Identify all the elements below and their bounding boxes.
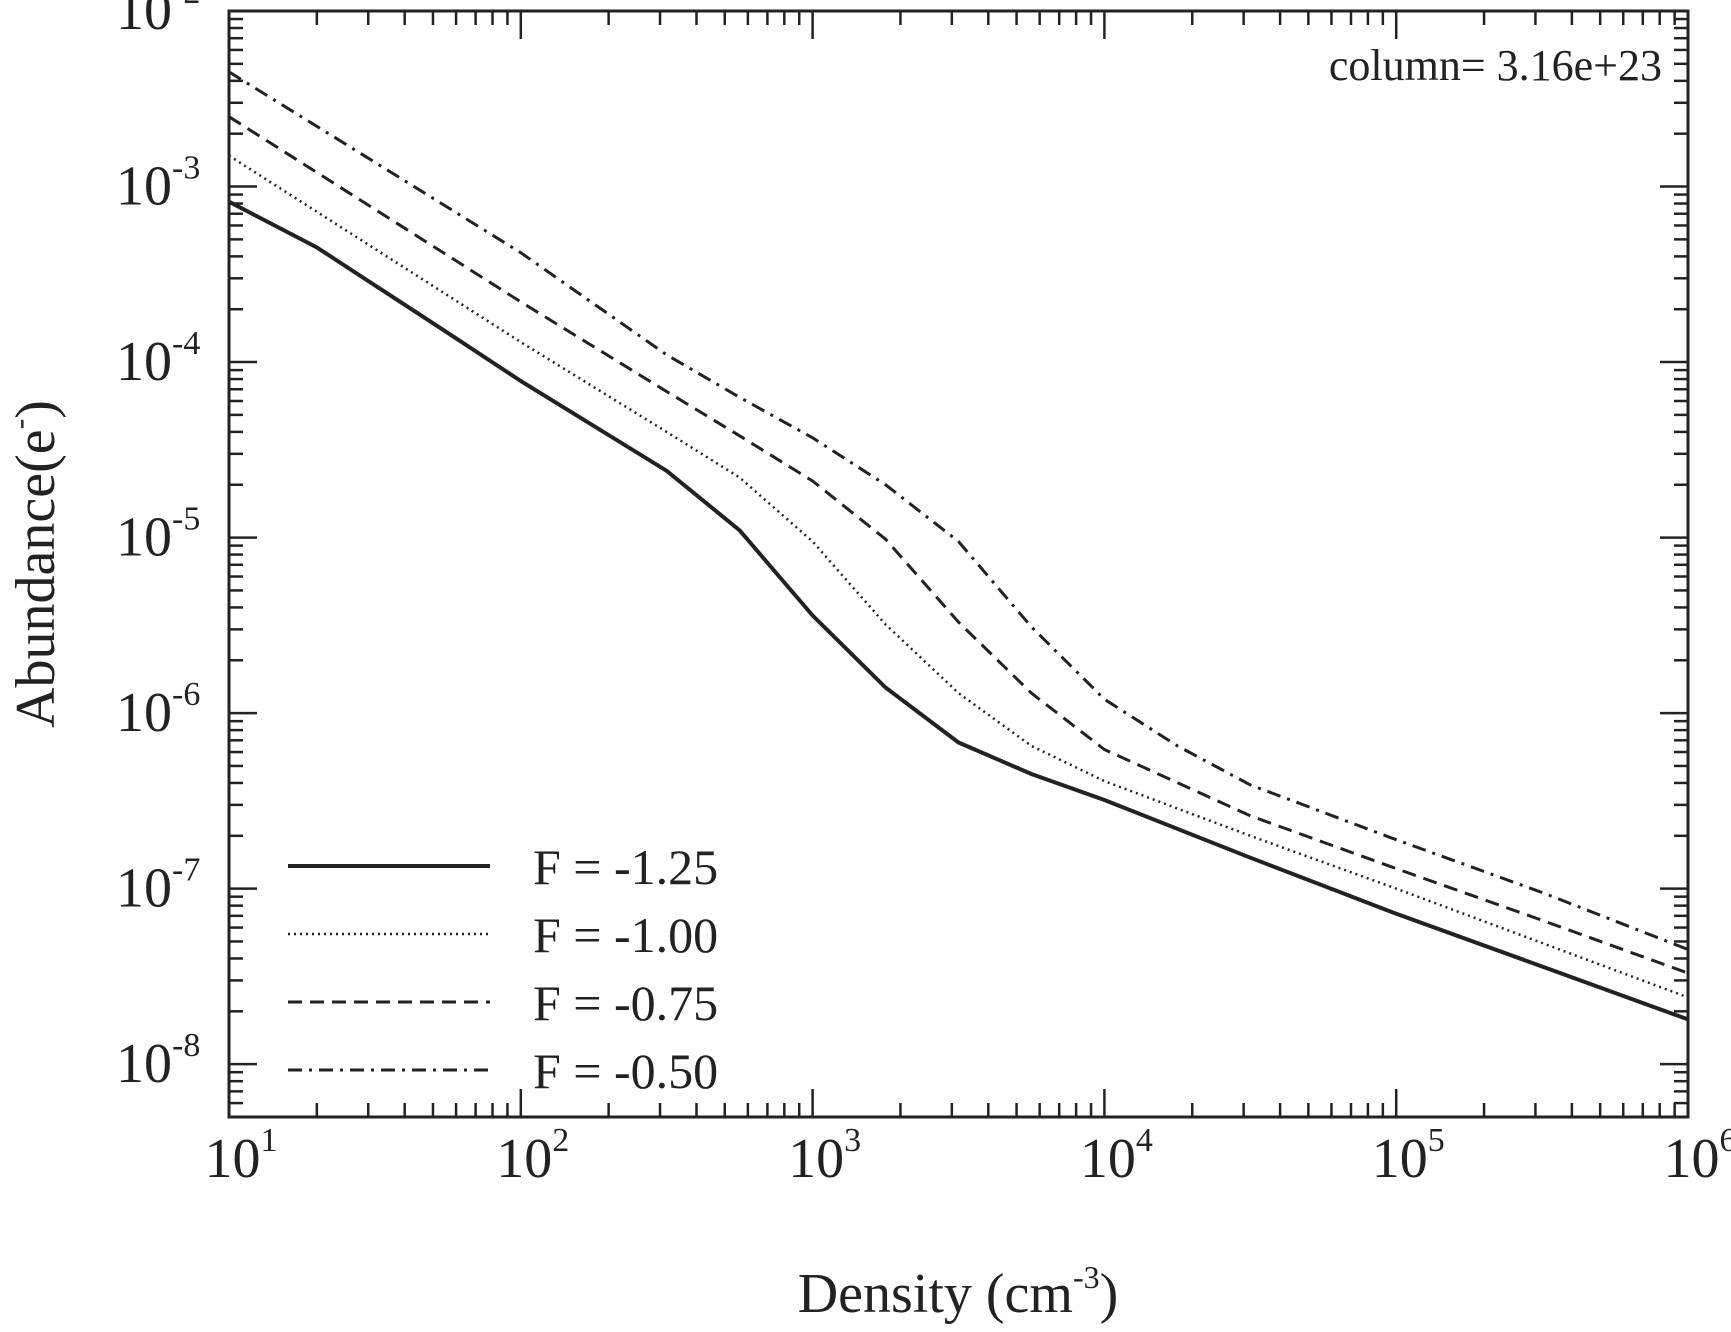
x-axis-label-base: Density (cm [798,1263,1073,1325]
y-tick-label: 10-6 [116,676,200,744]
series-line-4 [229,72,1688,950]
x-tick-label: 101 [205,1122,278,1190]
y-axis-label: Abundance(e-) [1,400,67,728]
x-axis-label: Density (cm-3) [798,1259,1119,1325]
y-tick-label: 10-3 [116,150,200,218]
y-axis-label-tail: ) [5,400,67,419]
x-axis-label-tail: ) [1100,1263,1119,1325]
legend-label-4: F = -0.50 [533,1043,718,1099]
plot-frame [229,11,1688,1117]
x-axis-label-sup: -3 [1073,1259,1100,1295]
legend-label-1: F = -1.25 [533,839,718,895]
x-tick-label: 103 [788,1122,861,1190]
x-tick-label: 104 [1080,1122,1153,1190]
x-tick-label: 102 [496,1122,569,1190]
series-line-3 [229,117,1688,973]
legend: F = -1.25 F = -1.00 F = -0.75 F = -0.50 [288,839,718,1099]
y-tick-label: 10-2 [116,0,200,42]
series-line-2 [229,156,1688,998]
legend-label-2: F = -1.00 [533,907,718,963]
y-axis-label-sup: - [1,419,37,430]
legend-label-3: F = -0.75 [533,975,718,1031]
series-line-1 [229,202,1688,1020]
y-tick-label: 10-4 [116,325,200,393]
tick-labels: 101 102 103 104 105 106 10-8 10-7 10-6 10-5 10-4 10… [116,0,1731,1190]
y-axis-label-base: Abundance(e [5,429,67,728]
column-annotation: column= 3.16e+23 [1329,41,1662,90]
y-tick-label: 10-5 [116,501,200,569]
x-tick-label: 106 [1664,1122,1731,1190]
y-tick-label: 10-7 [116,852,200,920]
y-tick-label: 10-8 [116,1027,200,1095]
x-tick-label: 105 [1372,1122,1445,1190]
series-layer [229,72,1688,1020]
axis-ticks [229,11,1688,1117]
